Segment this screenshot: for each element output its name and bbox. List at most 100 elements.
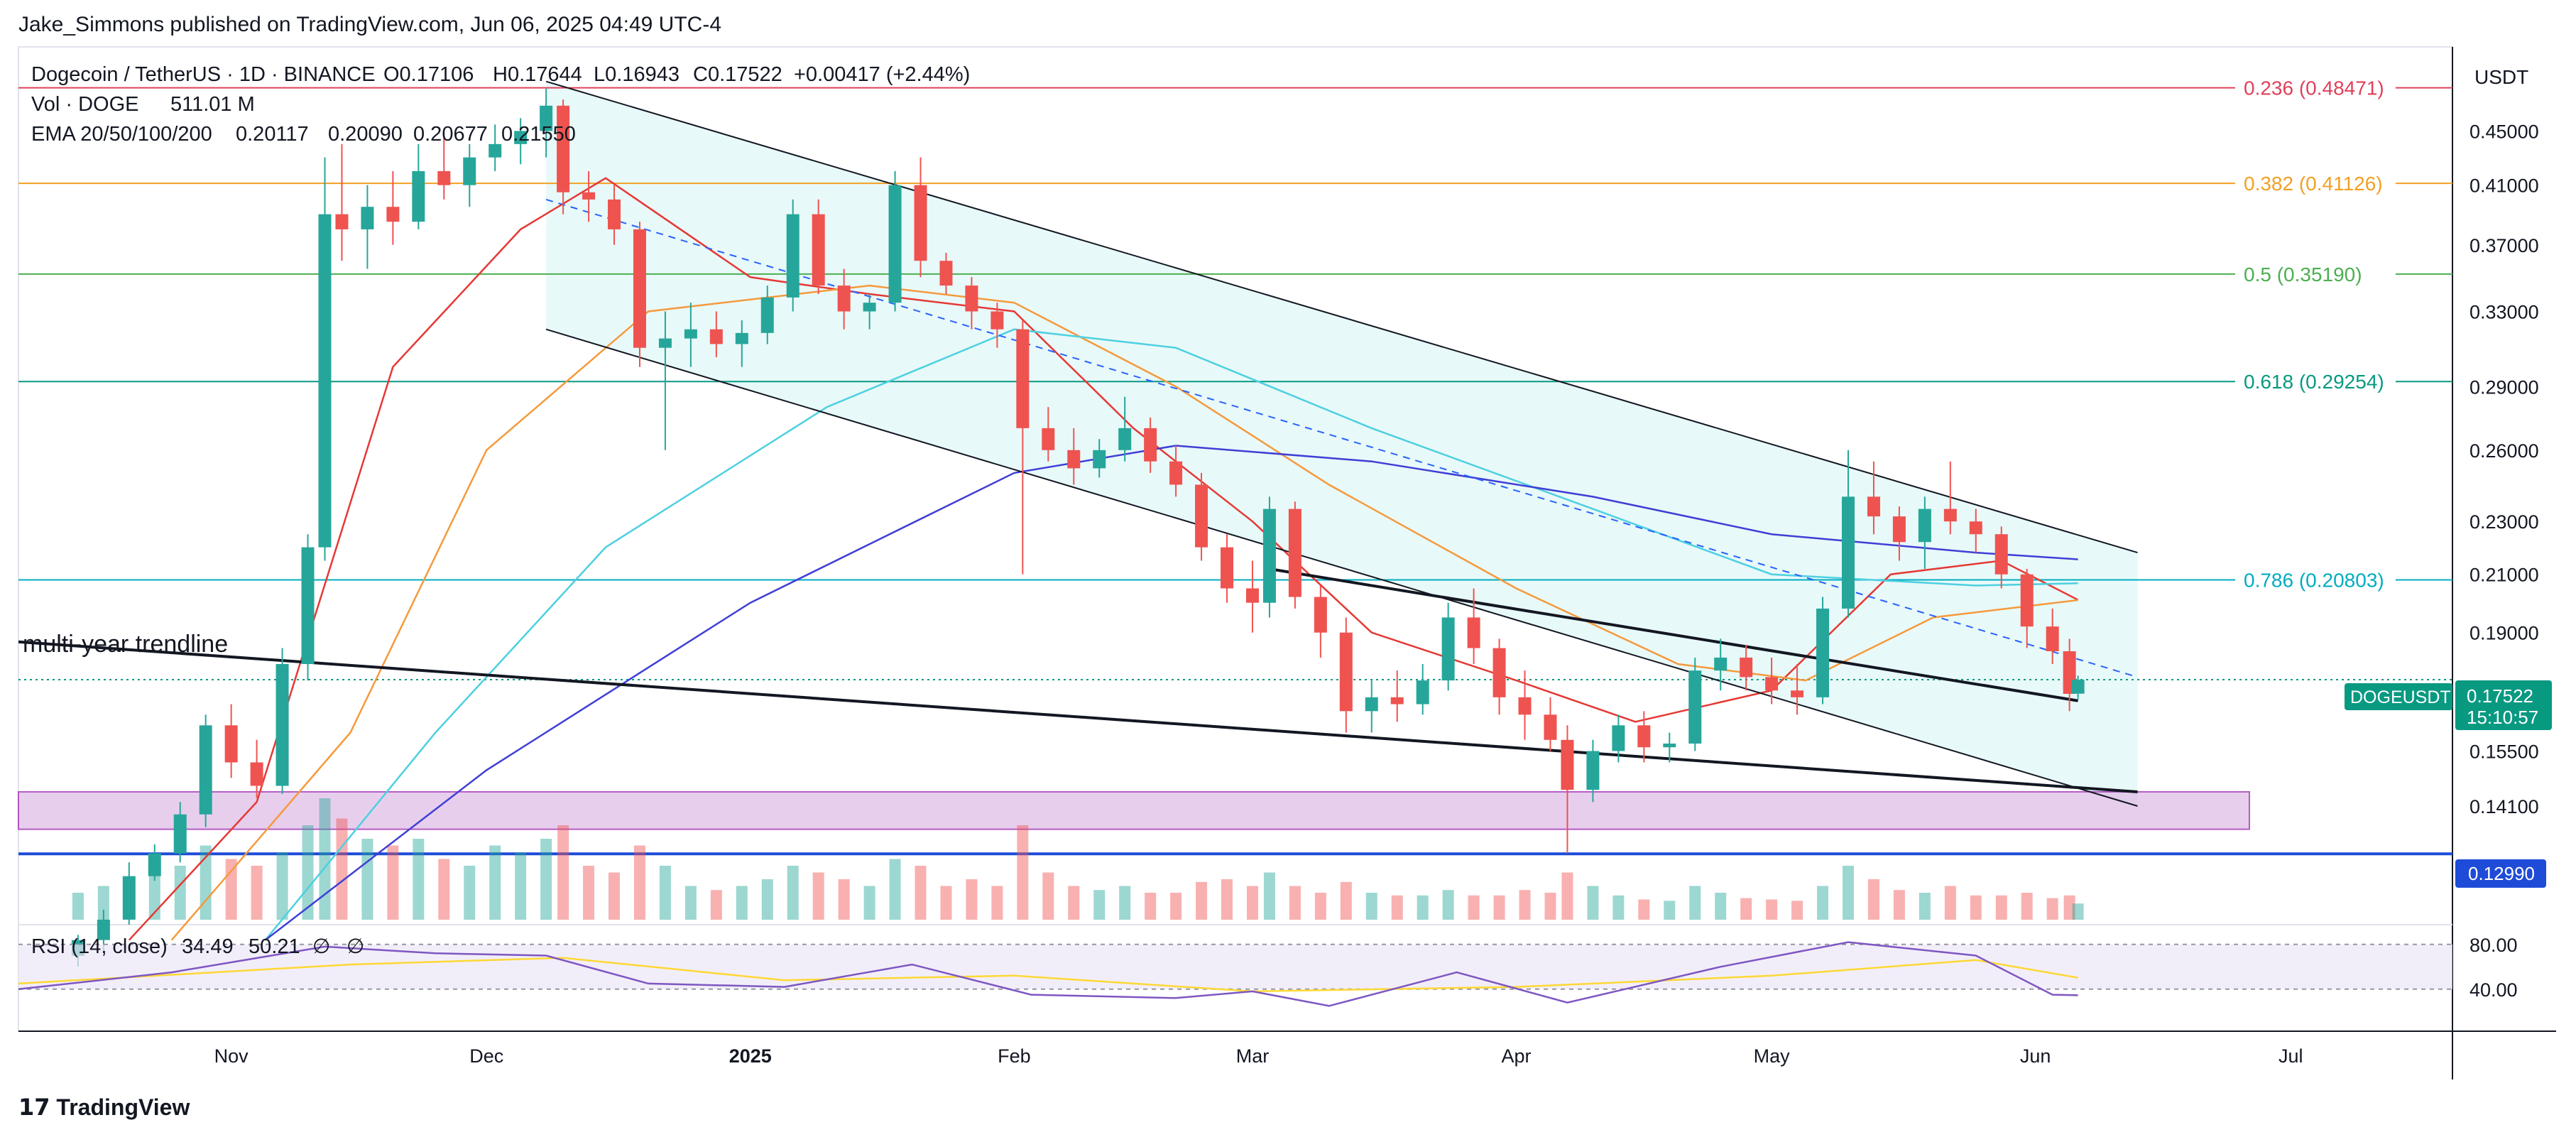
candle-body[interactable] xyxy=(709,329,723,344)
candle-body[interactable] xyxy=(1586,751,1600,790)
candle-body[interactable] xyxy=(1637,725,1651,748)
candle-body[interactable] xyxy=(633,229,646,348)
candle-body[interactable] xyxy=(557,105,570,192)
candle-body[interactable] xyxy=(1093,450,1106,469)
candle-body[interactable] xyxy=(1314,597,1327,633)
volume-bar xyxy=(361,839,373,920)
candle-body[interactable] xyxy=(199,725,212,815)
candle-body[interactable] xyxy=(1288,509,1301,597)
candle-body[interactable] xyxy=(1390,697,1404,705)
candle-body[interactable] xyxy=(1416,680,1429,705)
candle-body[interactable] xyxy=(1816,608,1830,697)
candle-body[interactable] xyxy=(463,157,476,185)
candle-body[interactable] xyxy=(786,214,799,298)
y-axis[interactable]: 0.45000 0.41000 0.37000 0.33000 0.29000 0.260… xyxy=(2469,121,2539,817)
candle-body[interactable] xyxy=(1867,496,1880,517)
candle-body[interactable] xyxy=(489,143,502,158)
candle-body[interactable] xyxy=(1169,461,1183,485)
candle-body[interactable] xyxy=(122,876,136,920)
candle-body[interactable] xyxy=(1492,648,1506,697)
candle-body[interactable] xyxy=(2046,626,2059,652)
ema20-line xyxy=(128,177,2079,941)
tradingview-logo[interactable]: 𝟭𝟳 TradingView xyxy=(18,1094,190,1121)
channel-lower-line xyxy=(545,328,2138,807)
candles-layer[interactable] xyxy=(71,88,2085,967)
candle-body[interactable] xyxy=(582,192,596,200)
candle-body[interactable] xyxy=(386,207,400,222)
candle-body[interactable] xyxy=(540,105,553,131)
candle-body[interactable] xyxy=(1262,509,1276,603)
candle-body[interactable] xyxy=(965,286,978,312)
candle-body[interactable] xyxy=(275,664,289,786)
channel-mid-line xyxy=(545,198,2138,678)
candle-body[interactable] xyxy=(1918,509,1931,543)
candle-body[interactable] xyxy=(1765,677,1779,691)
candle-body[interactable] xyxy=(301,547,315,665)
legend-open: O0.17106 xyxy=(383,63,474,86)
candle-body[interactable] xyxy=(1016,329,1030,428)
candle-body[interactable] xyxy=(684,329,697,339)
candle-body[interactable] xyxy=(335,214,349,229)
candle-body[interactable] xyxy=(1994,534,2008,575)
price-tag-countdown: 15:10:57 xyxy=(2467,707,2538,728)
candle-body[interactable] xyxy=(2020,574,2034,627)
candle-body[interactable] xyxy=(1943,509,1957,522)
candle-body[interactable] xyxy=(1195,484,1208,548)
candle-body[interactable] xyxy=(990,311,1004,330)
candle-body[interactable] xyxy=(1144,428,1157,462)
candle-body[interactable] xyxy=(1441,617,1455,681)
candle-body[interactable] xyxy=(2071,680,2085,694)
candle-body[interactable] xyxy=(1042,428,1055,450)
candle-body[interactable] xyxy=(1612,725,1625,751)
candle-body[interactable] xyxy=(1740,657,1753,678)
volume-bar xyxy=(489,845,501,920)
candle-body[interactable] xyxy=(1245,588,1259,603)
candle-body[interactable] xyxy=(514,131,528,144)
volume-bar xyxy=(1740,898,1752,920)
candle-body[interactable] xyxy=(173,814,187,854)
candle-body[interactable] xyxy=(1841,496,1855,609)
candle-body[interactable] xyxy=(1067,450,1081,469)
candle-body[interactable] xyxy=(1714,657,1728,671)
ema100-value: 0.20677 xyxy=(413,123,488,146)
candle-body[interactable] xyxy=(97,919,110,940)
candle-body[interactable] xyxy=(812,214,825,286)
candle-body[interactable] xyxy=(1969,521,1982,535)
candle-body[interactable] xyxy=(1663,743,1676,748)
candle-body[interactable] xyxy=(735,332,748,344)
candle-body[interactable] xyxy=(914,185,927,261)
candle-body[interactable] xyxy=(318,214,332,548)
candle-body[interactable] xyxy=(863,303,876,312)
candle-body[interactable] xyxy=(250,762,263,786)
candle-body[interactable] xyxy=(1892,516,1906,543)
candle-body[interactable] xyxy=(608,199,621,229)
y-tick-label: 0.45000 xyxy=(2469,121,2539,142)
candle-body[interactable] xyxy=(888,185,902,303)
candle-body[interactable] xyxy=(1791,690,1804,697)
candle-body[interactable] xyxy=(1467,617,1480,648)
candle-body[interactable] xyxy=(1544,714,1557,740)
candle-body[interactable] xyxy=(1518,697,1532,715)
volume-bar xyxy=(557,825,569,920)
currency-label[interactable]: USDT xyxy=(2474,66,2528,88)
candle-body[interactable] xyxy=(939,261,953,286)
candle-body[interactable] xyxy=(1118,428,1132,450)
candle-body[interactable] xyxy=(361,207,374,229)
candle-body[interactable] xyxy=(658,338,672,348)
candle-body[interactable] xyxy=(1561,739,1574,790)
volume-bar xyxy=(1791,901,1803,920)
volume-bar xyxy=(1365,893,1377,920)
candle-body[interactable] xyxy=(224,725,238,763)
volume-bar xyxy=(72,893,84,920)
candle-body[interactable] xyxy=(412,170,425,222)
candle-body[interactable] xyxy=(1339,632,1353,712)
candle-body[interactable] xyxy=(148,853,161,876)
x-axis[interactable]: Nov Dec 2025 Feb Mar Apr May Jun Jul xyxy=(214,1045,2303,1067)
candle-body[interactable] xyxy=(437,170,451,185)
candle-body[interactable] xyxy=(1221,547,1234,589)
candle-body[interactable] xyxy=(837,286,851,312)
candle-body[interactable] xyxy=(1365,697,1378,712)
candle-body[interactable] xyxy=(1688,670,1702,744)
candle-body[interactable] xyxy=(760,297,774,333)
